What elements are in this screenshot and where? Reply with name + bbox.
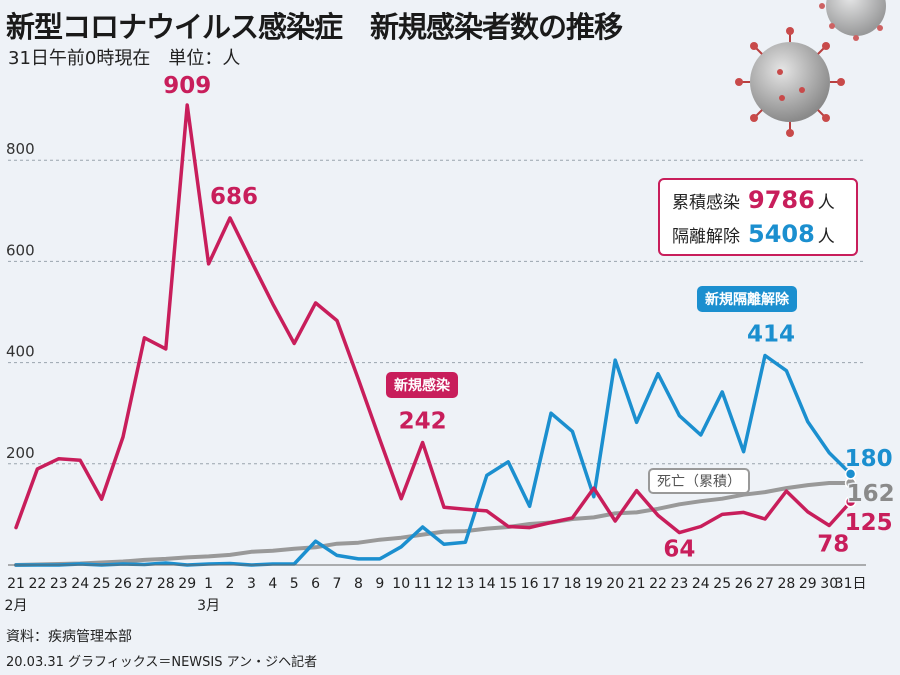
new-infections-tag: 新規感染 — [386, 372, 458, 398]
x-tick-label: 26 — [114, 576, 132, 592]
x-tick-label: 14 — [478, 576, 496, 592]
cumulative-releases: 隔離解除 5408 人 — [672, 220, 835, 248]
cumulative-value: 9786 — [748, 186, 815, 214]
x-tick-label: 29 — [178, 576, 196, 592]
data-label: 686 — [210, 184, 258, 210]
chart-subtitle: 31日午前0時現在 単位：人 — [8, 48, 241, 69]
x-tick-label: 18 — [563, 576, 581, 592]
released-label: 隔離解除 — [672, 227, 740, 247]
x-tick-label: 21 — [7, 576, 25, 592]
x-tick-label: 28 — [157, 576, 175, 592]
data-label: 414 — [747, 322, 795, 348]
data-label: 125 — [845, 510, 893, 536]
x-tick-label: 27 — [756, 576, 774, 592]
x-tick-label: 24 — [692, 576, 710, 592]
x-tick-label: 29 — [799, 576, 817, 592]
new-releases-tag: 新規隔離解除 — [697, 286, 797, 312]
series-line — [14, 481, 853, 567]
released-unit: 人 — [817, 227, 835, 247]
y-tick-label: 800 — [6, 140, 35, 158]
x-tick-label: 4 — [268, 576, 277, 592]
source-note: 資料：疾病管理本部 — [6, 629, 132, 645]
x-tick-label: 9 — [375, 576, 384, 592]
data-label: 78 — [817, 532, 849, 558]
x-tick-label: 12 — [435, 576, 453, 592]
x-tick-label: 20 — [606, 576, 624, 592]
cumulative-infections: 累積感染 9786 人 — [672, 186, 835, 214]
x-tick-label: 23 — [670, 576, 688, 592]
x-tick-label: 1 — [204, 576, 213, 592]
x-tick-label: 2 — [226, 576, 235, 592]
x-tick-label: 27 — [135, 576, 153, 592]
x-tick-label: 16 — [521, 576, 539, 592]
x-tick-label: 31日 — [835, 576, 867, 592]
series-line — [14, 353, 853, 567]
x-tick-label: 25 — [93, 576, 111, 592]
x-tick-label: 10 — [392, 576, 410, 592]
x-tick-label: 3 — [247, 576, 256, 592]
cumulative-unit: 人 — [817, 193, 835, 213]
x-tick-label: 30 — [820, 576, 838, 592]
y-tick-label: 400 — [6, 343, 35, 361]
y-tick-label: 200 — [6, 444, 35, 462]
x-tick-label: 19 — [585, 576, 603, 592]
x-tick-label: 17 — [542, 576, 560, 592]
released-value: 5408 — [748, 220, 815, 248]
data-label: 162 — [847, 481, 895, 507]
x-tick-label: 5 — [290, 576, 299, 592]
x-tick-label: 6 — [311, 576, 320, 592]
x-tick-label: 7 — [333, 576, 342, 592]
data-label: 180 — [845, 446, 893, 472]
graphic-credit: 20.03.31 グラフィックス＝NEWSIS アン・ジヘ記者 — [6, 655, 318, 670]
x-tick-label: 11 — [414, 576, 432, 592]
x-tick-label: 26 — [735, 576, 753, 592]
x-tick-label: 23 — [50, 576, 68, 592]
series-line — [14, 103, 853, 535]
y-tick-label: 600 — [6, 241, 35, 259]
x-tick-label: 24 — [71, 576, 89, 592]
data-label: 242 — [399, 409, 447, 435]
x-tick-label: 21 — [628, 576, 646, 592]
series-end-point — [844, 496, 857, 508]
month-label: 3月 — [197, 598, 220, 614]
deaths-tag: 死亡（累積） — [648, 468, 750, 494]
data-label: 909 — [163, 73, 211, 99]
summary-box: 累積感染 9786 人 隔離解除 5408 人 — [658, 178, 858, 256]
month-label: 2月 — [5, 598, 28, 614]
x-tick-label: 25 — [713, 576, 731, 592]
x-tick-label: 22 — [28, 576, 46, 592]
cumulative-label: 累積感染 — [672, 193, 740, 213]
series-end-point — [844, 468, 857, 480]
x-tick-label: 28 — [777, 576, 795, 592]
x-tick-label: 15 — [499, 576, 517, 592]
x-tick-label: 22 — [649, 576, 667, 592]
data-label: 64 — [663, 537, 695, 563]
chart-title: 新型コロナウイルス感染症 新規感染者数の推移 — [6, 10, 623, 44]
x-tick-label: 8 — [354, 576, 363, 592]
x-tick-label: 13 — [456, 576, 474, 592]
